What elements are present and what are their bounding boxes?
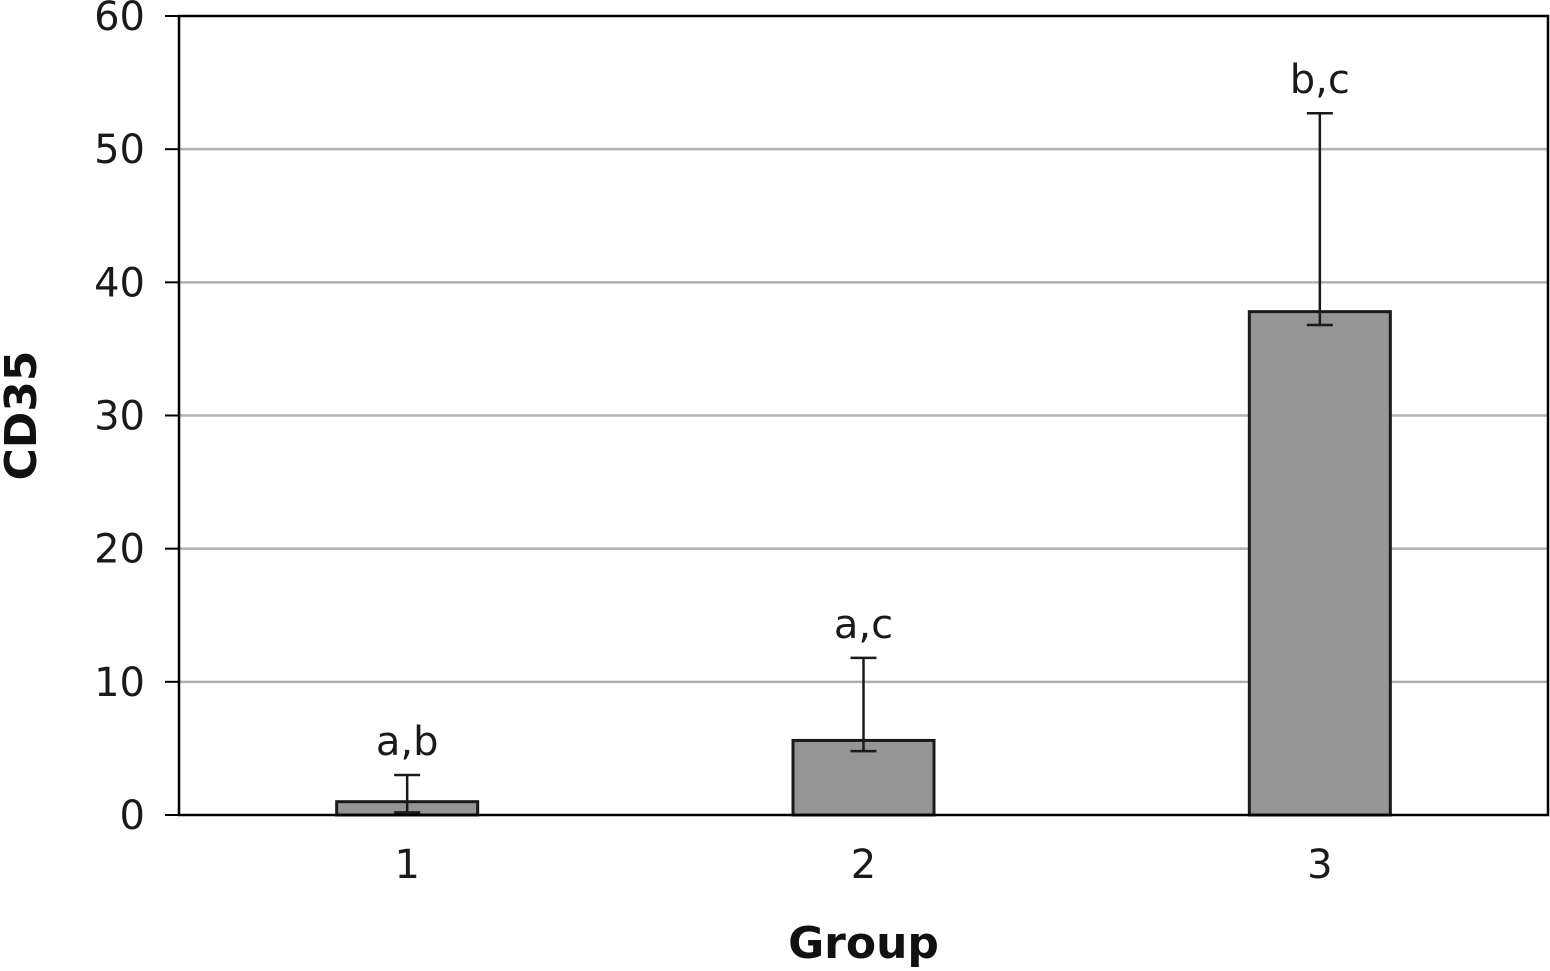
y-axis-title: CD35	[0, 350, 47, 480]
axes	[165, 14, 1550, 817]
x-tick-label: 2	[851, 842, 876, 888]
x-tick-label: 3	[1307, 842, 1332, 888]
x-tick-label: 1	[394, 842, 419, 888]
y-tick-label: 40	[94, 260, 145, 306]
y-tick-label: 10	[94, 660, 145, 706]
y-tick-label: 60	[94, 0, 145, 40]
y-tick-label: 50	[94, 127, 145, 173]
labels: 0 10 20 30 40 50 60 a,b 1 a,c 2 b,c 3	[94, 0, 1350, 888]
error-bars	[394, 111, 1333, 814]
bar	[791, 738, 936, 817]
x-axis-title: Group	[788, 918, 939, 969]
y-tick-label: 0	[120, 793, 145, 839]
y-tick-label: 20	[94, 527, 145, 573]
significance-label: a,c	[834, 602, 893, 648]
significance-label: b,c	[1290, 57, 1350, 103]
y-tick-label: 30	[94, 394, 145, 440]
significance-label: a,b	[376, 719, 439, 765]
bar	[1247, 310, 1392, 817]
plot-frame	[177, 14, 1550, 817]
